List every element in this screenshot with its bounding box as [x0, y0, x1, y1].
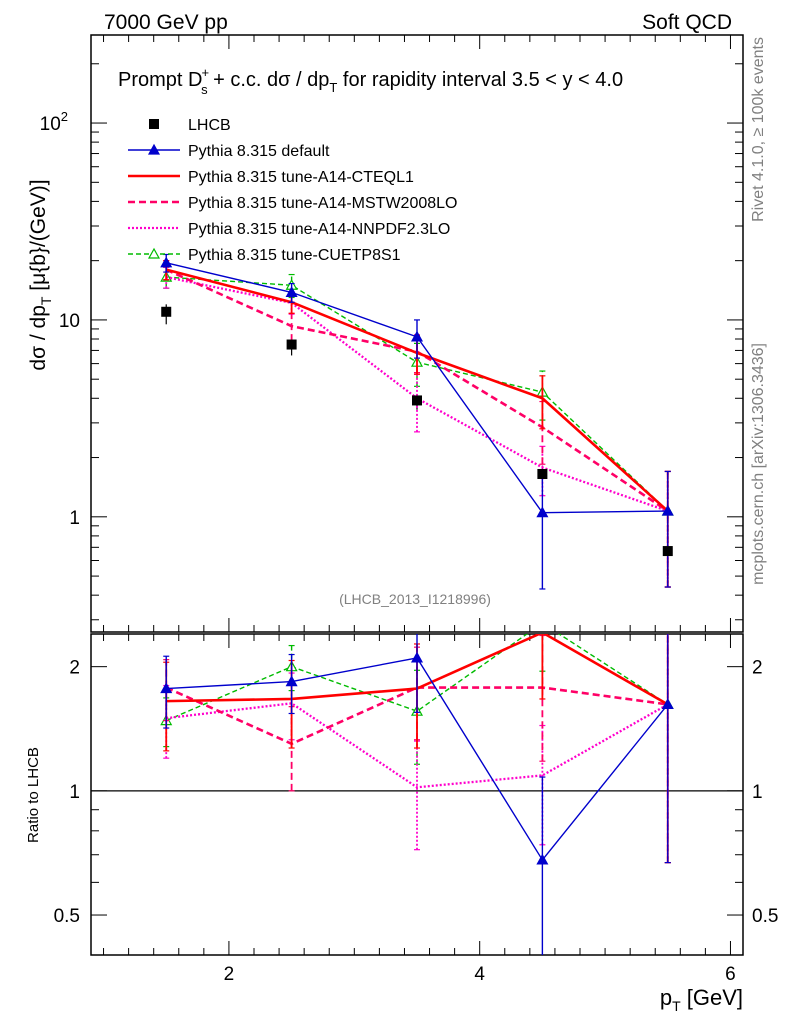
ratio-y-tick-label-left: 1	[69, 782, 80, 803]
legend-marker-cuetp8s1	[147, 247, 161, 259]
ratio-point-default	[536, 853, 549, 865]
mcplots-label: mcplots.cern.ch [arXiv:1306.3436]	[750, 343, 767, 585]
main-series-group	[160, 253, 674, 590]
ylabel-b: [μ{b}/(GeV)]	[27, 179, 50, 296]
y-tick-label: 102	[40, 109, 68, 135]
main-point-default	[661, 504, 674, 516]
title-prefix: Prompt D	[118, 69, 202, 91]
legend-label-cuetp8s1: Pythia 8.315 tune-CUETP8S1	[188, 247, 401, 264]
x-tick-label: 6	[725, 964, 736, 985]
data-point	[161, 306, 172, 317]
analysis-watermark: (LHCB_2013_I1218996)	[339, 591, 491, 607]
legend-item-cteql1: Pythia 8.315 tune-A14-CTEQL1	[128, 169, 414, 186]
data-point	[412, 395, 422, 406]
ratio-point-default	[410, 651, 424, 663]
data-point	[537, 468, 548, 479]
legend-item-mstw: Pythia 8.315 tune-A14-MSTW2008LO	[128, 195, 457, 212]
main-series-default	[160, 253, 674, 590]
ratio-y-tick-label-left: 2	[69, 658, 80, 679]
x-tick-label: 2	[224, 964, 235, 985]
legend-item-default: Pythia 8.315 default	[128, 143, 330, 160]
ratio-line-cuetp8s1	[165, 634, 669, 722]
ratio-point-default	[285, 675, 298, 687]
ratio-y-axis-label: Ratio to LHCB	[25, 747, 42, 843]
xlabel-b: [GeV]	[681, 985, 743, 1010]
rivet-label: Rivet 4.1.0, ≥ 100k events	[750, 37, 767, 222]
header-left: 7000 GeV pp	[104, 11, 228, 34]
title-sup: +	[201, 65, 209, 80]
y-axis-label: dσ / dpT [μ{b}/(GeV)]	[27, 179, 54, 370]
ratio-y-tick-label-left: 0.5	[54, 906, 80, 927]
y-tick-label-exp: 2	[61, 109, 68, 124]
legend: LHCB Pythia 8.315 default Pythia 8.315 tun…	[128, 117, 457, 264]
ratio-line-nnpdf	[166, 702, 669, 789]
ratio-line-mstw	[165, 686, 668, 746]
legend-item-data: LHCB	[149, 117, 231, 134]
title-suffix: for rapidity interval 3.5 < y < 4.0	[337, 69, 623, 91]
legend-label-cteql1: Pythia 8.315 tune-A14-CTEQL1	[188, 169, 414, 186]
ratio-point-default	[661, 698, 674, 710]
legend-item-cuetp8s1: Pythia 8.315 tune-CUETP8S1	[128, 247, 401, 264]
legend-item-nnpdf: Pythia 8.315 tune-A14-NNPDF2.3LO	[128, 221, 450, 238]
legend-marker-data	[149, 119, 159, 129]
legend-marker-default	[147, 143, 161, 155]
ylabel-a: dσ / dp	[27, 305, 50, 371]
x-tick-label: 4	[474, 964, 485, 985]
ratio-point-default	[160, 682, 173, 694]
title-sub2: T	[329, 80, 337, 95]
legend-label-nnpdf: Pythia 8.315 tune-A14-NNPDF2.3LO	[188, 221, 450, 238]
legend-label-default: Pythia 8.315 default	[188, 143, 330, 160]
main-point-default	[285, 286, 298, 297]
ratio-series-group	[160, 618, 674, 955]
x-axis-label: pT [GeV]	[660, 985, 743, 1014]
xlabel-sub: T	[672, 998, 681, 1014]
main-series-nnpdf	[163, 266, 671, 588]
y-tick-label: 1	[69, 508, 80, 529]
ratio-series-default	[160, 634, 674, 955]
title-sub: s	[201, 82, 208, 97]
header-right: Soft QCD	[642, 11, 732, 34]
legend-label-mstw: Pythia 8.315 tune-A14-MSTW2008LO	[188, 195, 457, 212]
ratio-point-cuetp8s1	[537, 618, 547, 627]
main-point-default	[410, 330, 424, 342]
chart-title: Prompt D+ s + c.c. dσ / dpT for rapidity …	[118, 65, 623, 97]
main-point-default	[536, 506, 549, 518]
main-plot-frame	[90, 34, 744, 633]
ylabel-sub: T	[38, 296, 54, 305]
data-point	[662, 546, 673, 557]
title-mid: + c.c. dσ / dp	[208, 69, 330, 91]
data-point	[286, 339, 297, 350]
main-point-default	[160, 256, 173, 268]
ratio-y-tick-label-right: 2	[752, 658, 763, 679]
xlabel-a: p	[660, 985, 672, 1010]
ratio-y-tick-label-right: 0.5	[752, 906, 778, 927]
ratio-y-tick-label-right: 1	[752, 782, 763, 803]
legend-label-data: LHCB	[188, 117, 231, 134]
y-tick-label: 10	[59, 311, 80, 332]
